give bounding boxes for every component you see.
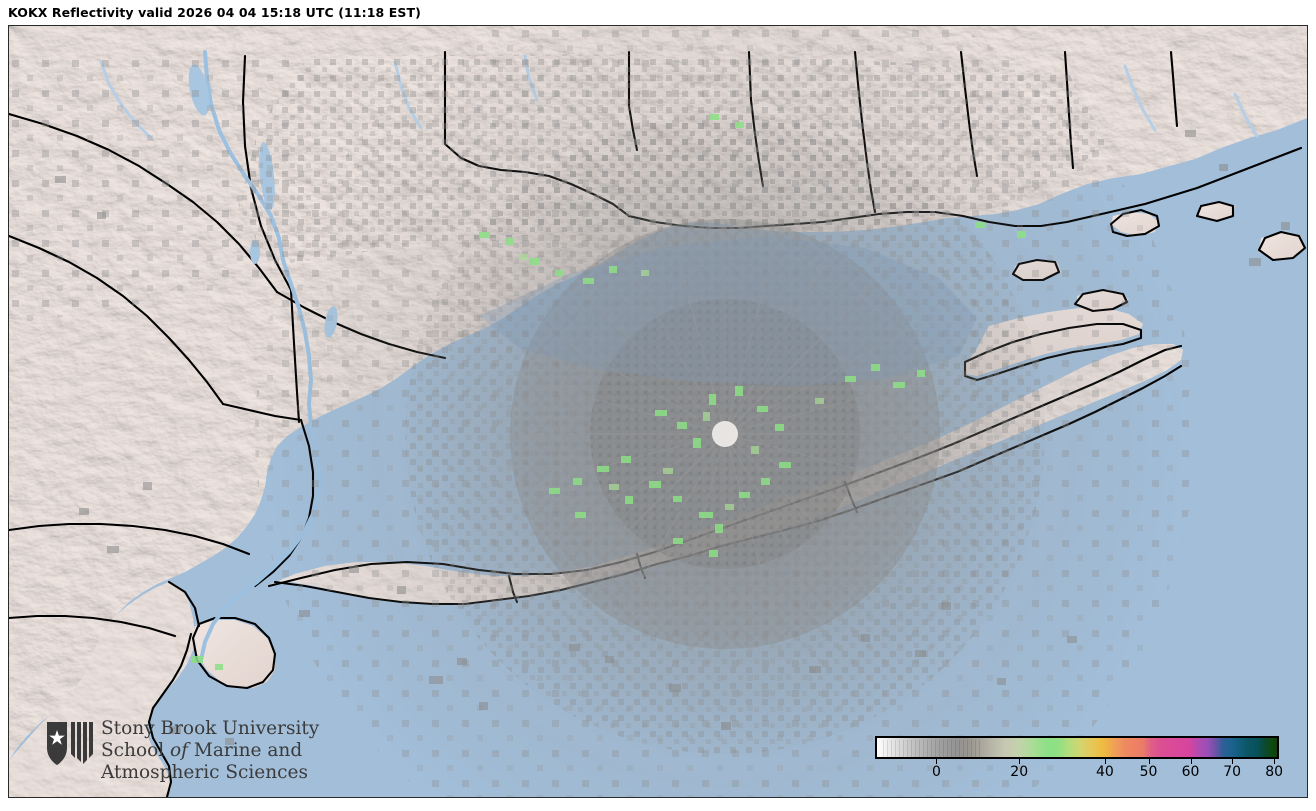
colorbar-tick xyxy=(1190,759,1192,764)
colorbar-band xyxy=(883,740,884,759)
colorbar-band xyxy=(899,740,900,759)
colorbar-band xyxy=(935,740,936,759)
sbu-somas-logo: Stony Brook University School of Marine … xyxy=(45,718,335,797)
colorbar-tick xyxy=(1232,759,1234,764)
colorbar-band xyxy=(959,740,960,759)
colorbar-band xyxy=(963,740,964,759)
colorbar-band xyxy=(947,740,948,759)
colorbar-labels: 0 20 40 50 60 70 80 xyxy=(875,764,1283,784)
colorbar-ticks xyxy=(875,759,1279,765)
title-bar: KOKX Reflectivity valid 2026 04 04 15:18… xyxy=(0,0,1316,25)
radar-site-marker xyxy=(714,423,736,445)
map-canvas: 0 20 40 50 60 70 80 Stony Brook University Sch… xyxy=(9,26,1307,797)
colorbar-band xyxy=(907,740,908,759)
colorbar-tick-label: 70 xyxy=(1223,764,1242,780)
colorbar-tick xyxy=(1019,759,1021,764)
colorbar-tick-label: 20 xyxy=(1010,764,1029,780)
colorbar-band xyxy=(943,740,944,759)
logo-wordmark: Stony Brook University School of Marine … xyxy=(101,718,341,783)
colorbar-band xyxy=(923,740,924,759)
reflectivity-colorbar: 0 20 40 50 60 70 80 xyxy=(875,736,1295,797)
logo-line-2-em: of xyxy=(170,739,189,761)
colorbar-tick xyxy=(936,759,938,764)
logo-line-1: Stony Brook University xyxy=(101,718,320,739)
colorbar-band xyxy=(891,740,892,759)
page-title: KOKX Reflectivity valid 2026 04 04 15:18… xyxy=(8,5,421,20)
colorbar-tick xyxy=(1274,759,1276,764)
colorbar-band xyxy=(931,740,932,759)
colorbar-band xyxy=(911,740,912,759)
colorbar-band xyxy=(927,740,928,759)
radar-map[interactable]: 0 20 40 50 60 70 80 Stony Brook University Sch… xyxy=(8,25,1308,798)
colorbar-band xyxy=(979,740,980,759)
colorbar-tick-label: 0 xyxy=(931,764,941,780)
colorbar-banding xyxy=(879,740,1279,759)
colorbar-band xyxy=(975,740,976,759)
colorbar-tick-label: 60 xyxy=(1181,764,1200,780)
reflectivity-overlay xyxy=(9,26,1290,797)
colorbar-tick-label: 80 xyxy=(1265,764,1284,780)
colorbar-band xyxy=(955,740,956,759)
colorbar-band xyxy=(915,740,916,759)
colorbar-band xyxy=(903,740,904,759)
colorbar-tick xyxy=(1148,759,1150,764)
logo-line-2: School of Marine and xyxy=(101,740,341,762)
logo-line-3: Atmospheric Sciences xyxy=(101,761,308,783)
colorbar-band xyxy=(967,740,968,759)
colorbar-tick-label: 40 xyxy=(1095,764,1114,780)
sbu-shield-icon xyxy=(47,722,93,765)
logo-line-2-post: Marine and xyxy=(188,739,303,761)
colorbar-tick xyxy=(1104,759,1106,764)
colorbar-band xyxy=(919,740,920,759)
colorbar-tick-label: 50 xyxy=(1139,764,1158,780)
colorbar-band xyxy=(895,740,896,759)
colorbar-band xyxy=(971,740,972,759)
colorbar-band xyxy=(939,740,940,759)
colorbar-gradient xyxy=(875,736,1279,759)
colorbar-band xyxy=(951,740,952,759)
logo-line-2-pre: School xyxy=(101,739,171,761)
colorbar-band xyxy=(887,740,888,759)
